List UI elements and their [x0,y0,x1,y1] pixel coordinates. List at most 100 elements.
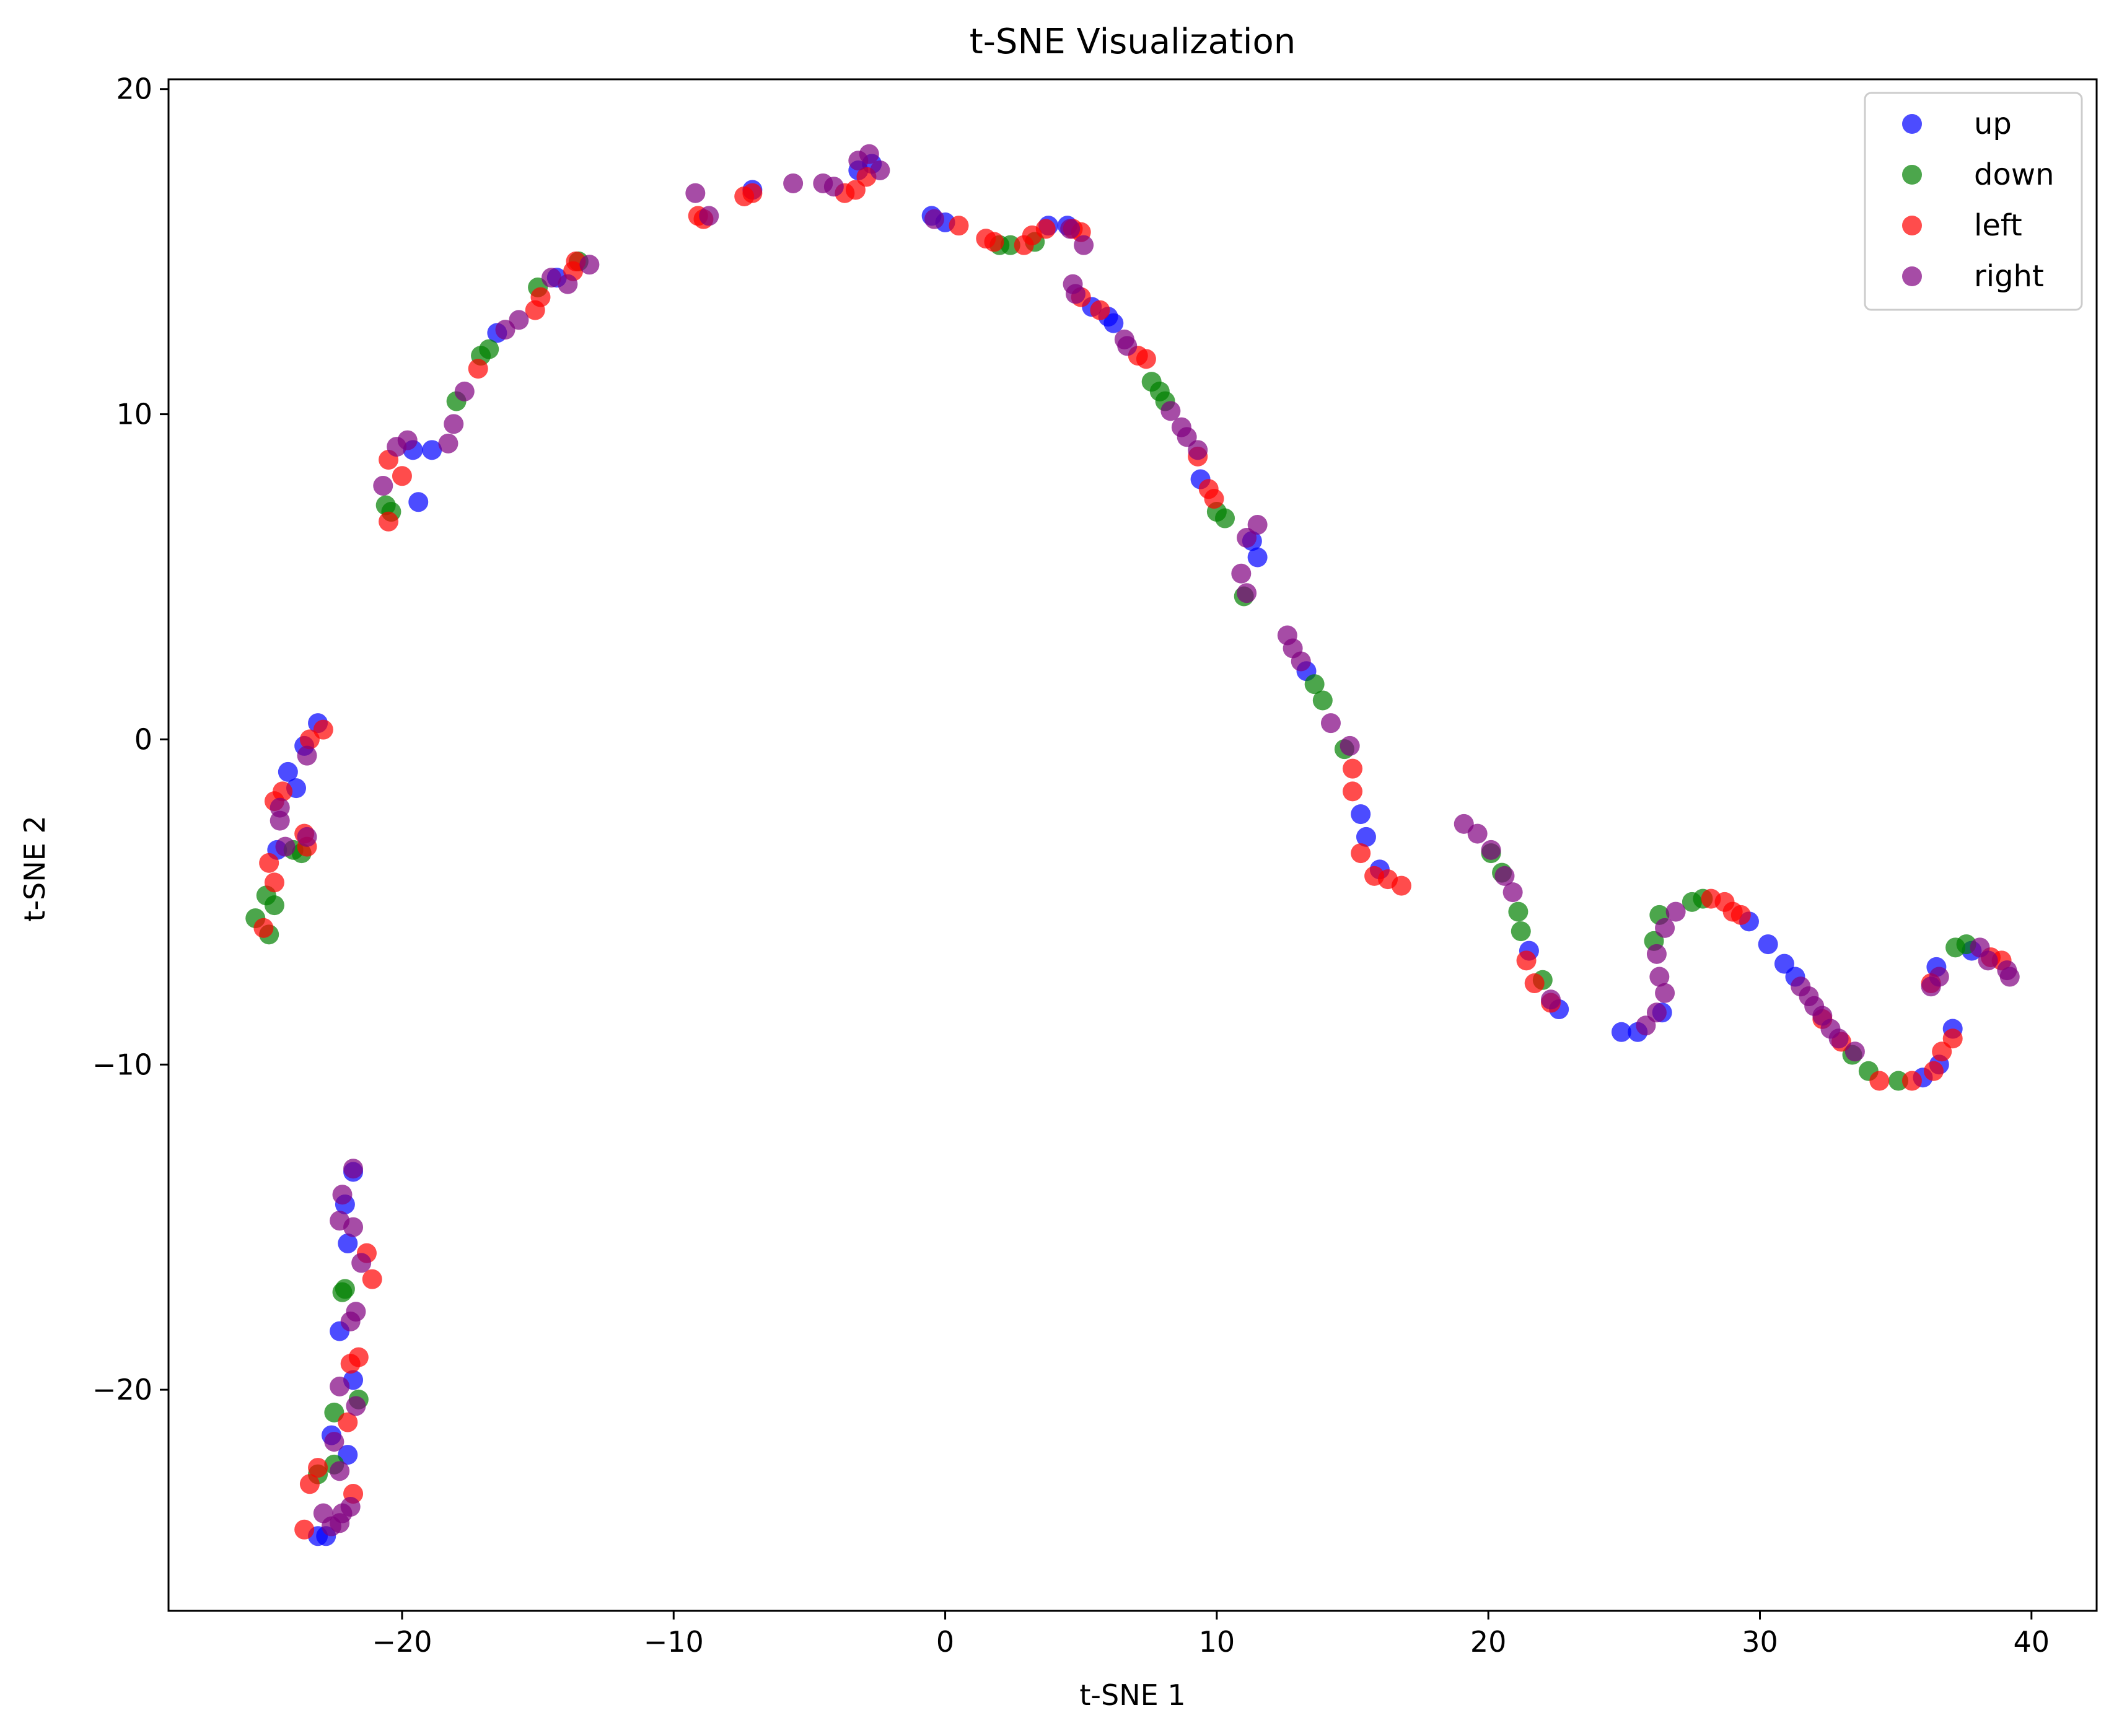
data-point [324,1432,344,1452]
x-tick-label: −10 [644,1625,704,1659]
data-point [1999,967,2020,987]
data-point [1177,427,1197,447]
data-point [823,177,844,197]
data-point [373,476,393,496]
data-point [699,206,719,226]
data-point [1494,866,1515,886]
x-tick-label: 10 [1199,1625,1235,1659]
y-tick-label: 20 [116,72,152,106]
data-point [783,173,804,193]
data-point [1516,950,1537,971]
chart-title: t-SNE Visualization [970,22,1296,62]
legend-label: up [1974,107,2012,141]
y-tick-label: −20 [92,1373,152,1406]
data-point [270,810,290,831]
data-point [1103,313,1124,333]
data-point [1351,843,1371,864]
data-point [949,216,969,236]
data-point [408,492,429,512]
data-point [1636,1015,1656,1036]
data-point [1391,875,1411,896]
data-point [321,1516,341,1537]
data-point [1929,967,1949,987]
data-point [297,826,317,847]
data-point [1343,781,1363,802]
x-tick-label: 0 [936,1625,954,1659]
data-point [509,310,529,330]
data-point [330,1461,350,1481]
data-point [558,274,578,294]
data-point [335,1279,355,1299]
data-point [1356,826,1376,847]
data-point [479,339,499,359]
data-point [1215,508,1235,528]
data-point [330,1376,350,1396]
data-point [685,183,706,203]
data-point [444,414,464,434]
data-point [308,1458,328,1478]
data-point [530,287,551,307]
x-axis-label: t-SNE 1 [1079,1678,1185,1712]
data-point [278,761,298,782]
data-point [742,183,763,203]
data-point [392,466,412,486]
data-point [1611,1022,1631,1042]
data-point [1649,967,1670,987]
data-point [1502,882,1523,903]
data-point [468,359,488,379]
data-point [1655,918,1675,938]
x-tick-label: 40 [2014,1625,2050,1659]
data-point [330,1211,350,1231]
data-point [338,1412,358,1432]
data-point [1340,735,1360,756]
data-point [1074,235,1094,255]
data-point [924,209,945,229]
data-point [1844,1041,1865,1062]
x-tick-label: 30 [1742,1625,1778,1659]
y-tick-label: 0 [134,722,152,756]
data-point [1060,219,1081,239]
data-point [1090,300,1110,320]
data-point [1869,1071,1890,1091]
data-point [362,1269,382,1289]
data-point [859,144,879,164]
data-point [579,255,600,275]
data-point [1204,489,1224,509]
data-point [348,1347,369,1367]
data-point [1320,713,1341,734]
axis-ticks: −20 −10 0 10 20 30 40 −20 −10 0 10 20 [92,72,2050,1659]
data-point [845,180,866,200]
data-point [454,381,475,401]
legend-marker [1902,266,1922,286]
legend-marker [1902,216,1922,235]
data-point [1481,840,1501,860]
data-point [1888,1071,1909,1091]
data-point [259,853,279,873]
data-point [1231,563,1252,584]
data-point [397,430,418,450]
legend-label: left [1974,208,2022,243]
legend-marker [1902,114,1922,134]
y-axis-label: t-SNE 2 [18,815,51,921]
data-point [422,440,442,460]
x-tick-label: −20 [372,1625,432,1659]
data-point [1304,674,1325,695]
data-point [346,1396,366,1416]
data-point [1655,983,1675,1003]
data-point [542,268,562,288]
data-point [1978,950,1998,971]
data-point [332,1185,353,1205]
data-point [1188,440,1208,460]
plot-area-frame [167,78,2098,1612]
data-point [1540,989,1561,1010]
data-point [1932,1041,1952,1062]
data-point [1237,528,1257,548]
data-point [1646,944,1667,964]
data-point [1924,1061,1944,1081]
data-point [313,719,333,740]
x-tick-label: 20 [1470,1625,1507,1659]
y-tick-label: 10 [116,398,152,431]
data-point [1524,973,1545,994]
